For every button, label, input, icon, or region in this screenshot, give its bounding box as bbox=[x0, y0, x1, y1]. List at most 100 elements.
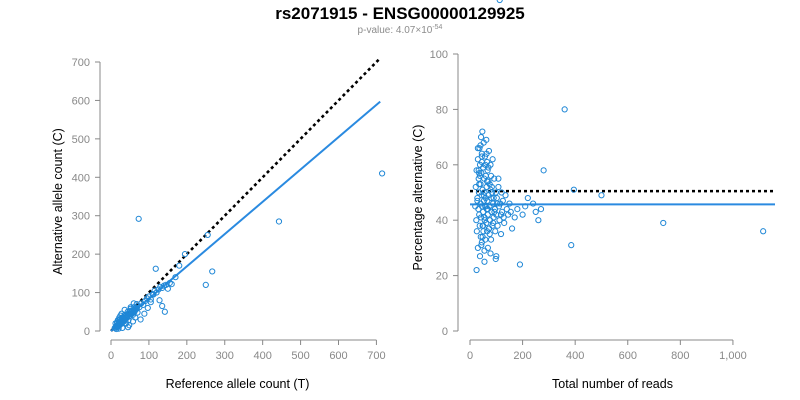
data-point bbox=[275, 218, 283, 225]
data-point bbox=[535, 217, 542, 224]
data-point bbox=[141, 310, 148, 317]
data-point bbox=[492, 189, 499, 196]
y-tick-label: 500 bbox=[72, 134, 90, 146]
data-point bbox=[532, 208, 539, 215]
y-tick-label: 300 bbox=[72, 211, 90, 223]
data-point bbox=[121, 306, 128, 313]
data-point bbox=[479, 128, 486, 135]
data-point bbox=[164, 285, 171, 292]
y-axis-label: Percentage alternative (C) bbox=[411, 125, 425, 271]
data-point bbox=[493, 200, 501, 207]
data-point bbox=[134, 309, 141, 316]
data-point bbox=[478, 203, 486, 210]
data-point bbox=[117, 312, 124, 319]
data-point bbox=[481, 214, 488, 221]
data-point bbox=[122, 316, 129, 323]
data-point bbox=[486, 225, 493, 232]
pvalue-text: p-value: 4.07×10 bbox=[357, 25, 433, 36]
data-point bbox=[514, 206, 521, 213]
data-point bbox=[511, 214, 518, 221]
x-tick-label: 700 bbox=[367, 350, 385, 362]
data-point bbox=[489, 156, 496, 163]
data-point bbox=[540, 167, 547, 174]
y-tick-label: 700 bbox=[72, 57, 90, 69]
x-tick-label: 100 bbox=[140, 350, 158, 362]
data-point bbox=[487, 236, 495, 243]
x-tick-label: 200 bbox=[513, 350, 531, 362]
data-point bbox=[209, 268, 216, 275]
data-point bbox=[161, 308, 168, 315]
data-point bbox=[495, 175, 502, 182]
data-point bbox=[476, 181, 483, 188]
data-point bbox=[172, 274, 179, 281]
data-point bbox=[159, 302, 166, 310]
data-point bbox=[502, 192, 509, 199]
data-point bbox=[484, 206, 491, 213]
data-point bbox=[147, 296, 154, 303]
data-point bbox=[498, 208, 506, 215]
data-point bbox=[499, 197, 506, 204]
data-point bbox=[487, 194, 495, 202]
data-point bbox=[497, 230, 505, 238]
chart-subtitle: p-value: 4.07×10-54 bbox=[0, 24, 800, 36]
data-point bbox=[660, 219, 667, 227]
data-point bbox=[481, 247, 488, 254]
data-point bbox=[135, 215, 142, 222]
data-point bbox=[496, 0, 503, 4]
left-scatter-plot: 0 100 200 300 400 500 600 700 0 100 200 300 400 500 60… bbox=[51, 57, 386, 391]
data-point bbox=[474, 194, 481, 202]
x-tick-label: 0 bbox=[467, 350, 473, 362]
data-point bbox=[476, 253, 484, 260]
data-point bbox=[522, 203, 529, 210]
data-point bbox=[519, 211, 526, 218]
data-point bbox=[202, 281, 209, 288]
data-point bbox=[491, 175, 498, 182]
y-tick-label: 100 bbox=[430, 49, 448, 61]
data-point bbox=[490, 194, 497, 202]
data-point bbox=[473, 228, 480, 235]
data-point bbox=[176, 262, 183, 269]
data-point bbox=[490, 219, 497, 227]
data-point bbox=[476, 172, 484, 179]
y-tick-label: 200 bbox=[72, 249, 90, 261]
x-tick-label: 800 bbox=[671, 350, 689, 362]
y-tick-label: 0 bbox=[442, 326, 448, 338]
data-point bbox=[487, 250, 494, 257]
right-scatter-plot: 0 200 400 600 800 1,000 0 20 40 60 80 100 Total numb… bbox=[411, 0, 775, 391]
data-point bbox=[508, 225, 516, 232]
data-point bbox=[129, 318, 137, 325]
x-tick-label: 500 bbox=[291, 350, 309, 362]
data-point bbox=[488, 183, 495, 191]
data-point bbox=[153, 289, 160, 296]
data-point bbox=[561, 106, 568, 113]
data-point bbox=[152, 265, 159, 272]
y-tick-label: 0 bbox=[84, 326, 90, 338]
data-point bbox=[379, 170, 386, 177]
data-point bbox=[493, 253, 500, 260]
data-point bbox=[478, 153, 485, 160]
data-point bbox=[477, 142, 484, 149]
data-point bbox=[501, 219, 508, 227]
data-point bbox=[497, 211, 505, 218]
data-point bbox=[483, 150, 490, 157]
data-point bbox=[484, 167, 491, 174]
y-tick-label: 100 bbox=[72, 288, 90, 300]
data-point bbox=[143, 295, 151, 302]
x-tick-label: 200 bbox=[178, 350, 196, 362]
data-point bbox=[144, 304, 151, 312]
x-axis-label: Reference allele count (T) bbox=[166, 377, 310, 391]
data-point bbox=[204, 231, 211, 239]
data-point bbox=[119, 324, 126, 332]
data-point bbox=[598, 192, 605, 199]
y-tick-label: 20 bbox=[436, 271, 448, 283]
x-tick-label: 600 bbox=[619, 350, 637, 362]
data-point bbox=[474, 197, 481, 204]
x-tick-label: 600 bbox=[329, 350, 347, 362]
data-point bbox=[115, 325, 122, 332]
data-point bbox=[147, 299, 154, 306]
data-point bbox=[507, 208, 514, 215]
data-point bbox=[127, 304, 134, 311]
x-tick-label: 0 bbox=[108, 350, 114, 362]
data-point bbox=[137, 316, 144, 323]
data-point bbox=[483, 136, 490, 143]
